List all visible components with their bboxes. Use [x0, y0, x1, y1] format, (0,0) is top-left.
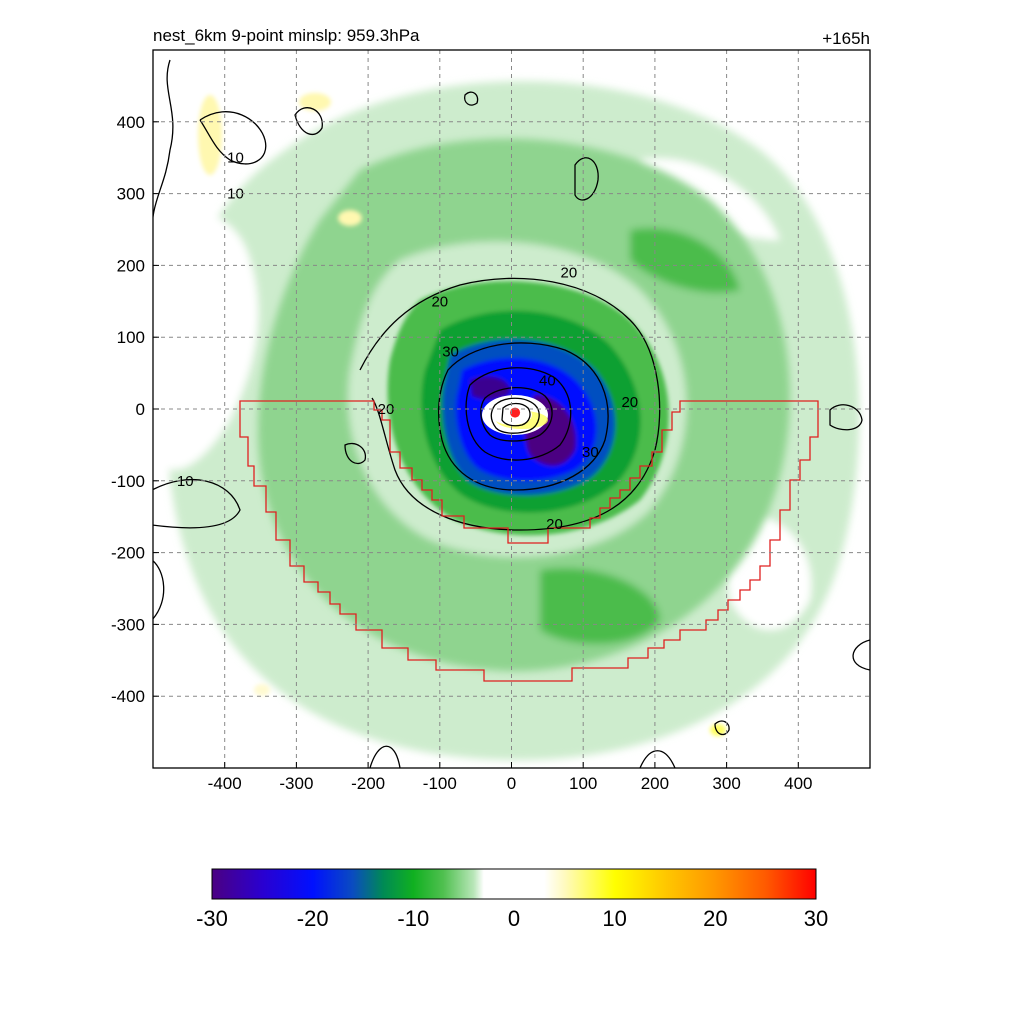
chart-title: nest_6km 9-point minslp: 959.3hPa: [153, 26, 420, 45]
x-axis: -400 -300 -200 -100 0 100 200 300 400: [208, 762, 812, 793]
y-tick-label: -400: [111, 687, 145, 706]
y-tick-label: -100: [111, 472, 145, 491]
y-tick-label: -200: [111, 544, 145, 563]
storm-center-marker: [510, 407, 521, 418]
y-tick-label: 100: [117, 328, 145, 347]
colorbar-tick-label: -20: [297, 906, 329, 931]
y-tick-label: 0: [136, 400, 145, 419]
contour-label: 20: [561, 265, 578, 282]
x-tick-label: 400: [784, 774, 812, 793]
x-tick-label: 200: [641, 774, 669, 793]
time-label: +165h: [822, 29, 870, 48]
colorbar-ticks: -30 -20 -10 0 10 20 30: [196, 906, 828, 931]
y-tick-label: 300: [117, 185, 145, 204]
contour-label: 30: [582, 444, 599, 461]
x-tick-label: -100: [423, 774, 457, 793]
y-tick-label: 400: [117, 113, 145, 132]
x-tick-label: 100: [569, 774, 597, 793]
contour-lines: [153, 59, 870, 768]
x-tick-label: 0: [507, 774, 516, 793]
colorbar-tick-label: -30: [196, 906, 228, 931]
colorbar-tick-label: 20: [703, 906, 727, 931]
inner-core: [387, 281, 669, 536]
colorbar: -30 -20 -10 0 10 20 30: [196, 868, 828, 931]
contour-label: 20: [546, 516, 563, 533]
colorbar-tick-label: 0: [508, 906, 520, 931]
colorbar-tick-label: 30: [804, 906, 828, 931]
y-axis: 400 300 200 100 0 -100 -200 -300 -400: [111, 113, 159, 706]
y-tick-label: -300: [111, 615, 145, 634]
colorbar-tick-label: -10: [397, 906, 429, 931]
x-tick-label: -400: [208, 774, 242, 793]
contour-label: 20: [621, 394, 638, 411]
x-tick-label: -300: [279, 774, 313, 793]
colorbar-tick-label: 10: [602, 906, 626, 931]
y-tick-label: 200: [117, 256, 145, 275]
contour-label: 40: [539, 372, 556, 389]
contour-label: 10: [227, 150, 244, 167]
colorbar-gradient: [211, 868, 817, 900]
contour-label: 30: [442, 344, 459, 361]
region-outline: [239, 400, 819, 682]
positive-patches: [198, 93, 726, 736]
x-tick-label: -200: [351, 774, 385, 793]
x-tick-label: 300: [712, 774, 740, 793]
